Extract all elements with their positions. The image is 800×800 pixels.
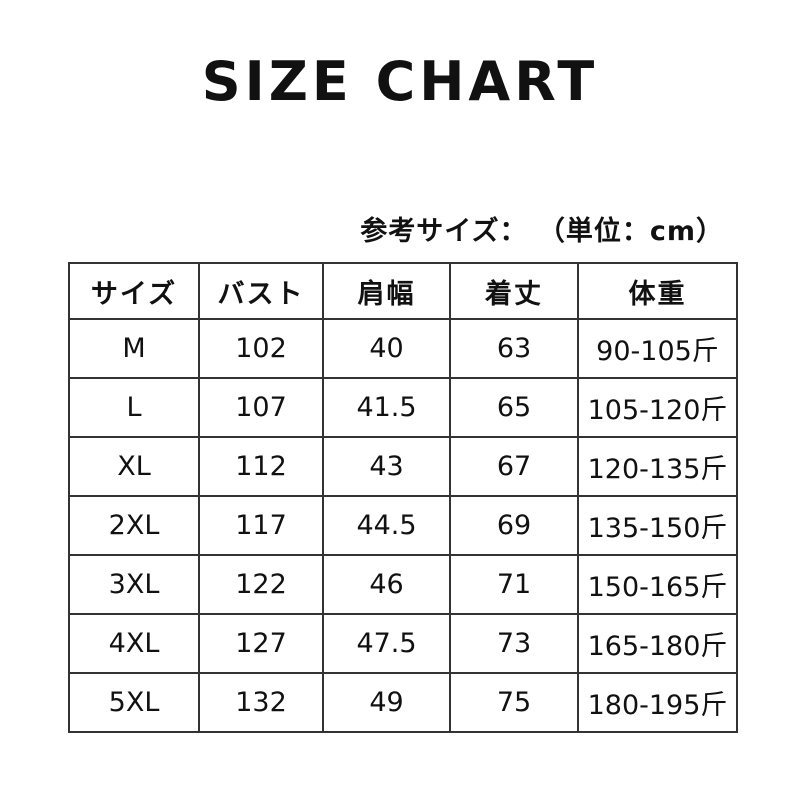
table-header-row: サイズ バスト 肩幅 着丈 体重 — [68, 262, 738, 320]
cell-size: 4XL — [68, 613, 200, 674]
cell-bust: 132 — [198, 672, 324, 733]
cell-size: XL — [68, 436, 200, 497]
table-row-5xl: 5XL 132 49 75 180-195斤 — [68, 672, 738, 733]
page-title: SIZE CHART — [201, 50, 599, 113]
table-row-4xl: 4XL 127 47.5 73 165-180斤 — [68, 613, 738, 674]
table-row-m: M 102 40 63 90-105斤 — [68, 318, 738, 379]
cell-length: 67 — [449, 436, 579, 497]
reference-size-note: 参考サイズ： （単位：cm） — [360, 216, 724, 247]
cell-bust: 102 — [198, 318, 324, 379]
column-header-weight: 体重 — [577, 262, 738, 320]
cell-weight: 135-150斤 — [577, 495, 738, 556]
cell-bust: 122 — [198, 554, 324, 615]
cell-shoulder: 47.5 — [322, 613, 451, 674]
cell-weight: 180-195斤 — [577, 672, 738, 733]
column-header-length: 着丈 — [449, 262, 579, 320]
cell-shoulder: 49 — [322, 672, 451, 733]
cell-shoulder: 41.5 — [322, 377, 451, 438]
cell-length: 73 — [449, 613, 579, 674]
cell-weight: 150-165斤 — [577, 554, 738, 615]
cell-bust: 127 — [198, 613, 324, 674]
cell-weight: 105-120斤 — [577, 377, 738, 438]
cell-size: L — [68, 377, 200, 438]
table-row-l: L 107 41.5 65 105-120斤 — [68, 377, 738, 438]
cell-weight: 90-105斤 — [577, 318, 738, 379]
cell-length: 71 — [449, 554, 579, 615]
cell-size: 3XL — [68, 554, 200, 615]
size-table-body: M 102 40 63 90-105斤 L 107 41.5 65 105-12… — [68, 318, 738, 733]
cell-size: 5XL — [68, 672, 200, 733]
cell-shoulder: 43 — [322, 436, 451, 497]
column-header-shoulder: 肩幅 — [322, 262, 451, 320]
cell-bust: 112 — [198, 436, 324, 497]
cell-shoulder: 40 — [322, 318, 451, 379]
cell-size: 2XL — [68, 495, 200, 556]
table-row-xl: XL 112 43 67 120-135斤 — [68, 436, 738, 497]
table-row-3xl: 3XL 122 46 71 150-165斤 — [68, 554, 738, 615]
cell-bust: 107 — [198, 377, 324, 438]
cell-shoulder: 46 — [322, 554, 451, 615]
cell-length: 65 — [449, 377, 579, 438]
cell-bust: 117 — [198, 495, 324, 556]
cell-size: M — [68, 318, 200, 379]
cell-length: 75 — [449, 672, 579, 733]
cell-weight: 165-180斤 — [577, 613, 738, 674]
cell-shoulder: 44.5 — [322, 495, 451, 556]
column-header-size: サイズ — [68, 262, 200, 320]
cell-weight: 120-135斤 — [577, 436, 738, 497]
table-row-2xl: 2XL 117 44.5 69 135-150斤 — [68, 495, 738, 556]
column-header-bust: バスト — [198, 262, 324, 320]
size-table: サイズ バスト 肩幅 着丈 体重 M 102 40 63 90-105斤 L 1… — [68, 262, 738, 733]
cell-length: 63 — [449, 318, 579, 379]
cell-length: 69 — [449, 495, 579, 556]
